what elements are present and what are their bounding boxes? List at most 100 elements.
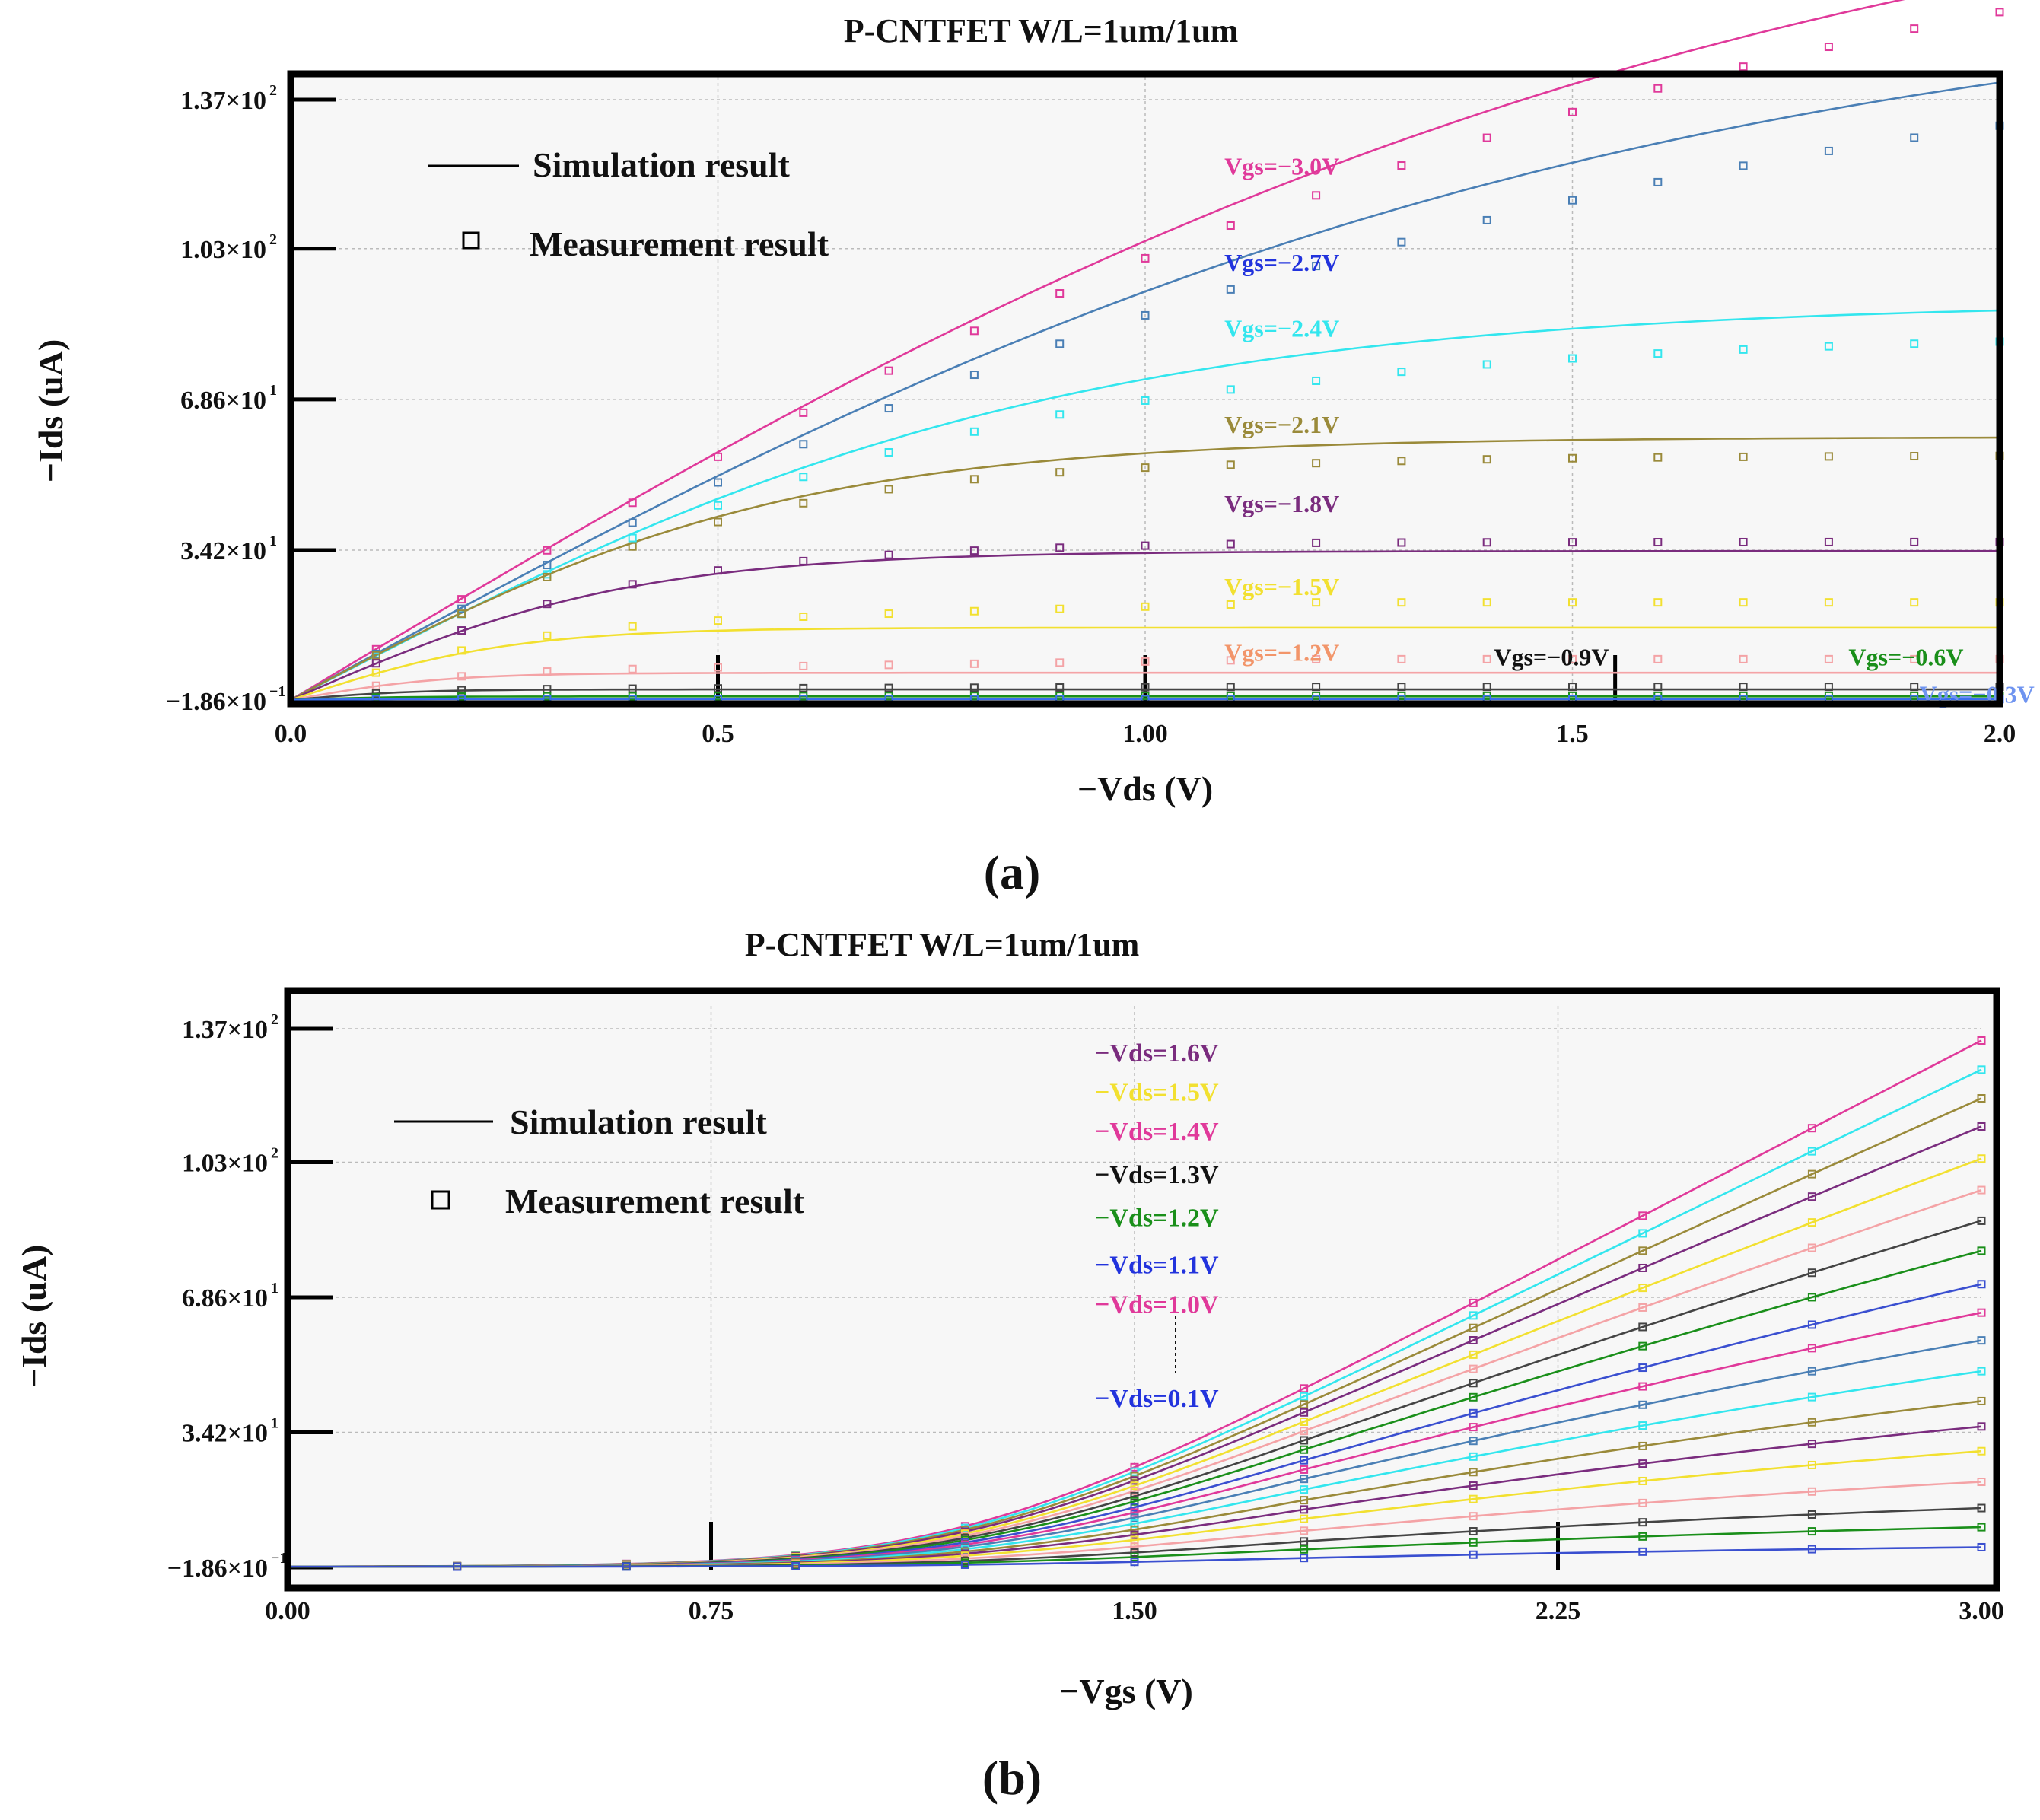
measurement-point <box>1130 1525 1139 1534</box>
measurement-point <box>1469 1538 1478 1547</box>
measurement-point <box>1977 1308 1986 1317</box>
measurement-point <box>1226 385 1235 394</box>
measurement-point <box>960 1560 969 1569</box>
measurement-point <box>1638 1476 1647 1485</box>
measurement-point <box>799 473 808 482</box>
measurement-point <box>1910 537 1919 546</box>
measurement-point <box>1130 1487 1139 1496</box>
measurement-point <box>1055 468 1065 477</box>
measurement-point <box>628 664 637 673</box>
curve-label: Vgs=−2.4V <box>1224 314 1339 342</box>
y-tick-label: 1.37×10 <box>182 1016 268 1044</box>
curve-label: Vgs=−2.7V <box>1224 249 1339 276</box>
measurement-point <box>1312 459 1321 468</box>
measurement-point <box>1739 537 1748 546</box>
measurement-point <box>1469 1494 1478 1503</box>
measurement-point <box>1824 43 1833 52</box>
measurement-point <box>1312 654 1321 663</box>
panel-b-legend-square <box>431 1190 450 1210</box>
measurement-point <box>543 631 552 640</box>
measurement-point <box>1653 177 1663 186</box>
measurement-point <box>1638 1532 1647 1541</box>
measurement-point <box>1055 339 1065 348</box>
measurement-point <box>1482 654 1491 663</box>
measurement-point <box>1638 1211 1647 1220</box>
measurement-point <box>1977 1522 1986 1532</box>
measurement-point <box>1807 1344 1816 1353</box>
x-tick-label: 0.0 <box>275 720 307 748</box>
measurement-point <box>628 622 637 631</box>
panel-a-legend: Simulation result Measurement result <box>428 145 829 263</box>
measurement-point <box>622 1562 631 1571</box>
measurement-point <box>1300 1427 1309 1436</box>
measurement-point <box>1807 1367 1816 1376</box>
measurement-point <box>1469 1437 1478 1446</box>
measurement-point <box>969 326 979 336</box>
measurement-point <box>543 667 552 676</box>
measurement-point <box>1568 453 1577 463</box>
measurement-point <box>1977 1036 1986 1045</box>
measurement-point <box>1397 237 1406 247</box>
measurement-point <box>1130 1491 1139 1500</box>
x-tick-label: 1.5 <box>1556 720 1589 748</box>
simulation-curve <box>290 81 2000 702</box>
x-tick-label: 2.25 <box>1536 1597 1581 1625</box>
y-tick-exponent: −1 <box>271 1550 287 1567</box>
measurement-point <box>714 663 722 672</box>
measurement-point <box>371 681 380 690</box>
measurement-point <box>1807 1320 1816 1329</box>
measurement-point <box>1130 1548 1139 1558</box>
measurement-point <box>1469 1364 1478 1373</box>
measurement-point <box>1824 146 1833 155</box>
measurement-point <box>1995 8 2004 17</box>
measurement-point <box>1130 1542 1139 1551</box>
y-tick-exponent: 2 <box>271 1144 278 1161</box>
measurement-point <box>1300 1505 1309 1514</box>
measurement-point <box>1397 368 1406 377</box>
measurement-point <box>1469 1408 1478 1418</box>
y-tick-exponent: 1 <box>269 382 277 399</box>
measurement-point <box>1807 1510 1816 1519</box>
measurement-point <box>1807 1440 1816 1449</box>
measurement-point <box>1300 1485 1309 1494</box>
measurement-point <box>884 485 893 494</box>
measurement-point <box>1910 339 1919 348</box>
panel-a-legend-measurement: Measurement result <box>530 224 829 263</box>
panel-a-label: (a) <box>984 845 1041 899</box>
x-tick-label: 1.50 <box>1112 1597 1157 1625</box>
panel-b-legend-measurement: Measurement result <box>505 1182 805 1220</box>
measurement-point <box>543 546 552 555</box>
measurement-point <box>1638 1341 1647 1351</box>
measurement-point <box>1638 1246 1647 1255</box>
measurement-point <box>799 556 808 565</box>
measurement-point <box>714 478 722 487</box>
measurement-point <box>1141 463 1150 473</box>
y-tick-label: −1.86×10 <box>167 1554 268 1583</box>
measurement-point <box>1300 1545 1309 1554</box>
measurement-point <box>1824 342 1833 351</box>
curve-label: Vgs=−0.9V <box>1494 643 1609 670</box>
measurement-point <box>1300 1400 1309 1409</box>
measurement-point <box>1638 1382 1647 1391</box>
panel-a-xlabel: −Vds (V) <box>1077 769 1213 808</box>
measurement-point <box>1300 1384 1309 1393</box>
measurement-point <box>1469 1350 1478 1359</box>
measurement-point <box>1638 1441 1647 1450</box>
measurement-point <box>1977 1367 1986 1376</box>
measurement-point <box>1910 654 1919 663</box>
panel-b-points <box>453 1036 1986 1571</box>
measurement-point <box>457 646 466 655</box>
measurement-point <box>1824 537 1833 546</box>
x-tick-label: 1.00 <box>1122 720 1168 748</box>
measurement-point <box>1130 1530 1139 1539</box>
measurement-point <box>1130 1503 1139 1512</box>
measurement-point <box>1482 598 1491 607</box>
measurement-point <box>1141 541 1150 550</box>
panel-b-frame <box>284 987 2000 1592</box>
curve-label: Vgs=−1.5V <box>1224 573 1339 600</box>
measurement-point <box>1300 1408 1309 1417</box>
measurement-point <box>1910 133 1919 142</box>
measurement-point <box>1739 654 1748 663</box>
measurement-point <box>1300 1496 1309 1505</box>
measurement-point <box>1055 289 1065 298</box>
